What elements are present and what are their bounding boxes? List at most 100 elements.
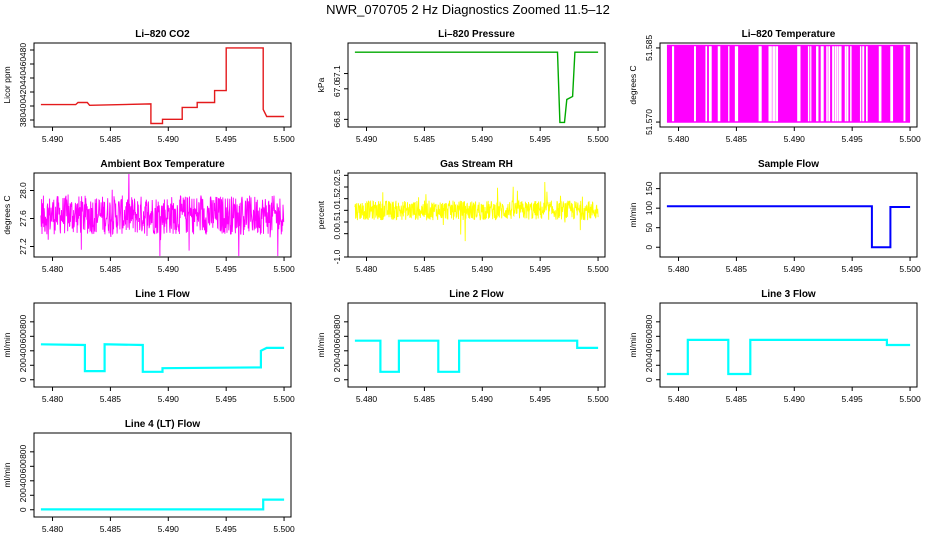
- y-tick-label: 1.0: [332, 204, 342, 216]
- series-gap: [734, 45, 737, 123]
- plot-frame: [659, 302, 918, 388]
- panel-title: Line 2 Flow: [449, 289, 504, 300]
- panel-title: Gas Stream RH: [440, 159, 513, 170]
- series-group: [40, 47, 285, 125]
- x-tick-label: 5.485: [100, 264, 122, 274]
- series-line: [40, 343, 285, 373]
- y-tick-label: 28.0: [18, 182, 28, 199]
- x-tick-label: 5.490: [356, 134, 378, 144]
- panel-1: Li–820 CO2 5.490 5.485 5.490 5.495 5.500 38040…: [2, 29, 295, 144]
- x-tick-label: 5.485: [100, 394, 122, 404]
- y-tick-label: 200: [644, 358, 654, 372]
- panel-7: Line 1 Flow 5.480 5.485 5.490 5.495 5.500 0 200…: [2, 289, 295, 404]
- panel-6: Sample Flow 5.480 5.485 5.490 5.495 5.500 0 50 1…: [628, 159, 921, 274]
- x-tick-label: 5.485: [414, 264, 436, 274]
- x-tick-label: 5.500: [899, 134, 921, 144]
- series-gap: [846, 45, 849, 123]
- y-tick-label: 2.0: [332, 181, 342, 193]
- series-gap: [832, 45, 835, 123]
- panel-9: Line 3 Flow 5.480 5.485 5.490 5.495 5.500 0 200…: [628, 289, 921, 404]
- y-tick-label: 600: [332, 329, 342, 343]
- panel-10: Line 4 (LT) Flow 5.480 5.485 5.490 5.495 5.50…: [2, 419, 295, 534]
- y-axis-label: percent: [316, 200, 326, 229]
- y-tick-label: 0: [644, 245, 654, 250]
- panel-title: Sample Flow: [758, 159, 819, 170]
- x-tick-label: 5.490: [158, 524, 180, 534]
- x-tick-label: 5.500: [587, 394, 609, 404]
- x-tick-label: 5.500: [273, 524, 295, 534]
- x-tick-label: 5.490: [158, 394, 180, 404]
- y-tick-label: -1.0: [332, 249, 342, 264]
- y-tick-label: 1.5: [332, 192, 342, 204]
- series-gap: [708, 45, 712, 123]
- x-tick-label: 5.480: [42, 394, 64, 404]
- y-axis-label: Licor ppm: [2, 66, 12, 103]
- series-gap: [820, 45, 824, 123]
- x-tick-label: 5.485: [726, 134, 748, 144]
- y-tick-label: 100: [644, 201, 654, 215]
- series-gap: [768, 45, 770, 123]
- plot-frame: [33, 432, 292, 518]
- y-tick-label: 27.6: [18, 210, 28, 227]
- x-tick-label: 5.490: [42, 134, 64, 144]
- series-line: [40, 174, 285, 256]
- y-tick-label: 0: [332, 377, 342, 382]
- plot-frame: [347, 302, 606, 388]
- y-tick-label: 460: [18, 57, 28, 71]
- y-tick-label: 400: [18, 343, 28, 357]
- series-gap: [759, 45, 762, 123]
- series-gap: [717, 45, 721, 123]
- y-tick-label: 200: [332, 358, 342, 372]
- y-tick-label: 67.0: [332, 80, 342, 97]
- series-gap: [862, 45, 865, 123]
- series-gap: [828, 45, 830, 123]
- series-gap: [768, 45, 772, 123]
- series-gap: [859, 45, 862, 123]
- y-tick-label: 50: [644, 223, 654, 233]
- series-group: [666, 338, 911, 376]
- panel-8: Line 2 Flow 5.480 5.485 5.490 5.495 5.500 0 200…: [316, 289, 609, 404]
- series-group: [354, 181, 599, 242]
- y-tick-label: 0: [18, 377, 28, 382]
- plot-frame: [347, 172, 606, 258]
- series-line: [354, 181, 599, 242]
- x-tick-label: 5.495: [530, 134, 552, 144]
- plot-frame: [33, 172, 292, 258]
- plot-frame: [659, 42, 918, 128]
- x-tick-label: 5.480: [42, 264, 64, 274]
- series-gap: [878, 45, 882, 123]
- panel-4: Ambient Box Temperature 5.480 5.485 5.490 5.…: [2, 159, 295, 274]
- x-tick-label: 5.490: [784, 394, 806, 404]
- series-gap: [797, 45, 801, 123]
- x-tick-label: 5.490: [784, 134, 806, 144]
- panel-title: Li–820 Temperature: [742, 29, 836, 40]
- panel-2: Li–820 Pressure 5.490 5.485 5.490 5.495 5.500…: [316, 29, 609, 144]
- y-tick-label: 0.5: [332, 216, 342, 228]
- y-axis-label: degrees C: [628, 65, 638, 104]
- series-group: [40, 343, 285, 373]
- series-gap: [758, 45, 761, 123]
- y-axis-label: ml/min: [316, 332, 326, 357]
- y-tick-label: 51.585: [644, 35, 654, 61]
- x-tick-label: 5.495: [842, 134, 864, 144]
- plot-frame: [33, 302, 292, 388]
- y-tick-label: 800: [332, 314, 342, 328]
- y-tick-label: 800: [18, 444, 28, 458]
- series-group: [666, 205, 911, 249]
- series-gap: [850, 45, 852, 123]
- series-gap: [736, 45, 739, 123]
- x-tick-label: 5.490: [472, 134, 494, 144]
- x-tick-label: 5.500: [273, 134, 295, 144]
- y-tick-label: 150: [644, 181, 654, 195]
- x-tick-label: 5.485: [414, 394, 436, 404]
- y-tick-label: 420: [18, 85, 28, 99]
- series-group: [40, 174, 285, 256]
- series-gap: [810, 45, 812, 123]
- plot-frame: [33, 42, 292, 128]
- x-tick-label: 5.500: [587, 264, 609, 274]
- x-tick-label: 5.485: [726, 264, 748, 274]
- y-axis-label: kPa: [316, 77, 326, 92]
- panel-title: Line 1 Flow: [135, 289, 190, 300]
- y-tick-label: 800: [644, 314, 654, 328]
- x-tick-label: 5.490: [472, 264, 494, 274]
